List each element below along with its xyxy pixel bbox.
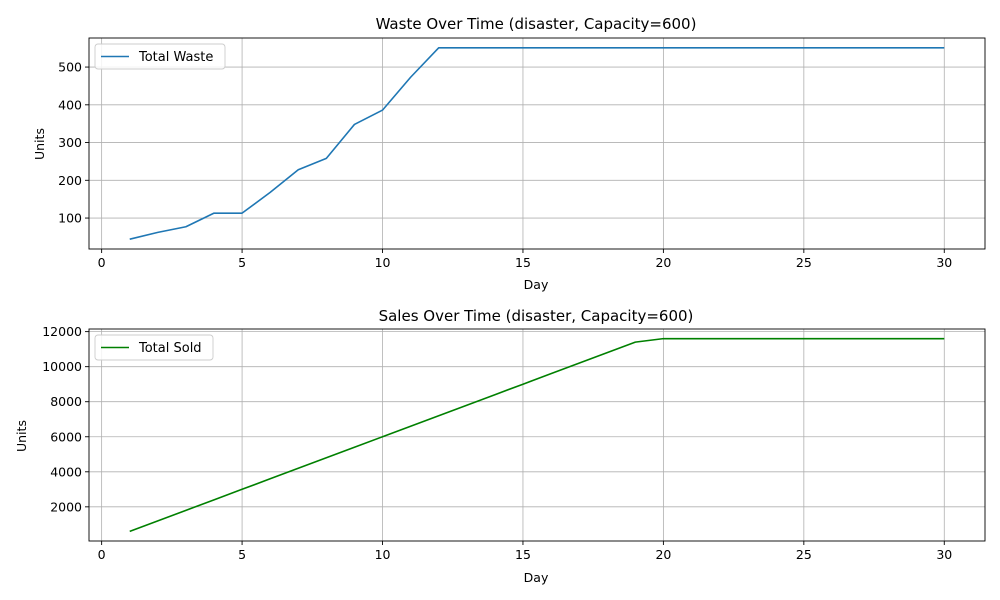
waste-chart-title: Waste Over Time (disaster, Capacity=600): [376, 15, 697, 33]
waste-chart-ylabel: Units: [32, 128, 47, 160]
sales-chart-panel: Sales Over Time (disaster, Capacity=600)…: [14, 307, 986, 585]
waste-chart-panel: Waste Over Time (disaster, Capacity=600)…: [32, 15, 986, 292]
waste-legend-label: Total Waste: [138, 50, 213, 65]
sales-legend-box: [94, 334, 214, 361]
sales-y-tick-label: 10000: [42, 359, 82, 374]
waste-y-tick-label: 500: [58, 60, 82, 75]
sales-y-tick-label: 4000: [50, 464, 82, 479]
sales-series-line: [129, 337, 945, 533]
waste-x-tick-label: 0: [98, 255, 106, 270]
waste-x-tick-label: 5: [238, 255, 246, 270]
waste-x-tick-label: 30: [936, 255, 952, 270]
waste-series-line: [129, 47, 945, 240]
waste-y-tick-label: 200: [58, 173, 82, 188]
sales-chart-ylabel: Units: [14, 420, 29, 452]
sales-x-tick-label: 5: [238, 547, 246, 562]
sales-x-tick-label: 10: [375, 547, 391, 562]
waste-legend-box: [94, 43, 226, 70]
sales-legend-label: Total Sold: [138, 341, 202, 356]
waste-y-tick-label: 300: [58, 135, 82, 150]
waste-x-tick-label: 15: [515, 255, 531, 270]
sales-x-tick-label: 30: [936, 547, 952, 562]
sales-axes-frame: [88, 328, 986, 542]
waste-chart-xlabel: Day: [524, 277, 549, 292]
sales-chart-xlabel: Day: [524, 570, 549, 585]
sales-y-tick-label: 2000: [50, 499, 82, 514]
sales-x-tick-label: 20: [655, 547, 671, 562]
sales-x-tick-label: 25: [796, 547, 812, 562]
sales-y-tick-label: 12000: [42, 324, 82, 339]
waste-axes-frame: [88, 37, 986, 250]
waste-x-tick-label: 25: [796, 255, 812, 270]
sales-x-tick-label: 0: [98, 547, 106, 562]
waste-x-tick-label: 20: [655, 255, 671, 270]
waste-y-tick-label: 400: [58, 97, 82, 112]
waste-x-tick-label: 10: [375, 255, 391, 270]
waste-y-tick-label: 100: [58, 211, 82, 226]
sales-chart-title: Sales Over Time (disaster, Capacity=600): [379, 307, 694, 325]
sales-y-tick-label: 8000: [50, 394, 82, 409]
sales-x-tick-label: 15: [515, 547, 531, 562]
sales-y-tick-label: 6000: [50, 429, 82, 444]
